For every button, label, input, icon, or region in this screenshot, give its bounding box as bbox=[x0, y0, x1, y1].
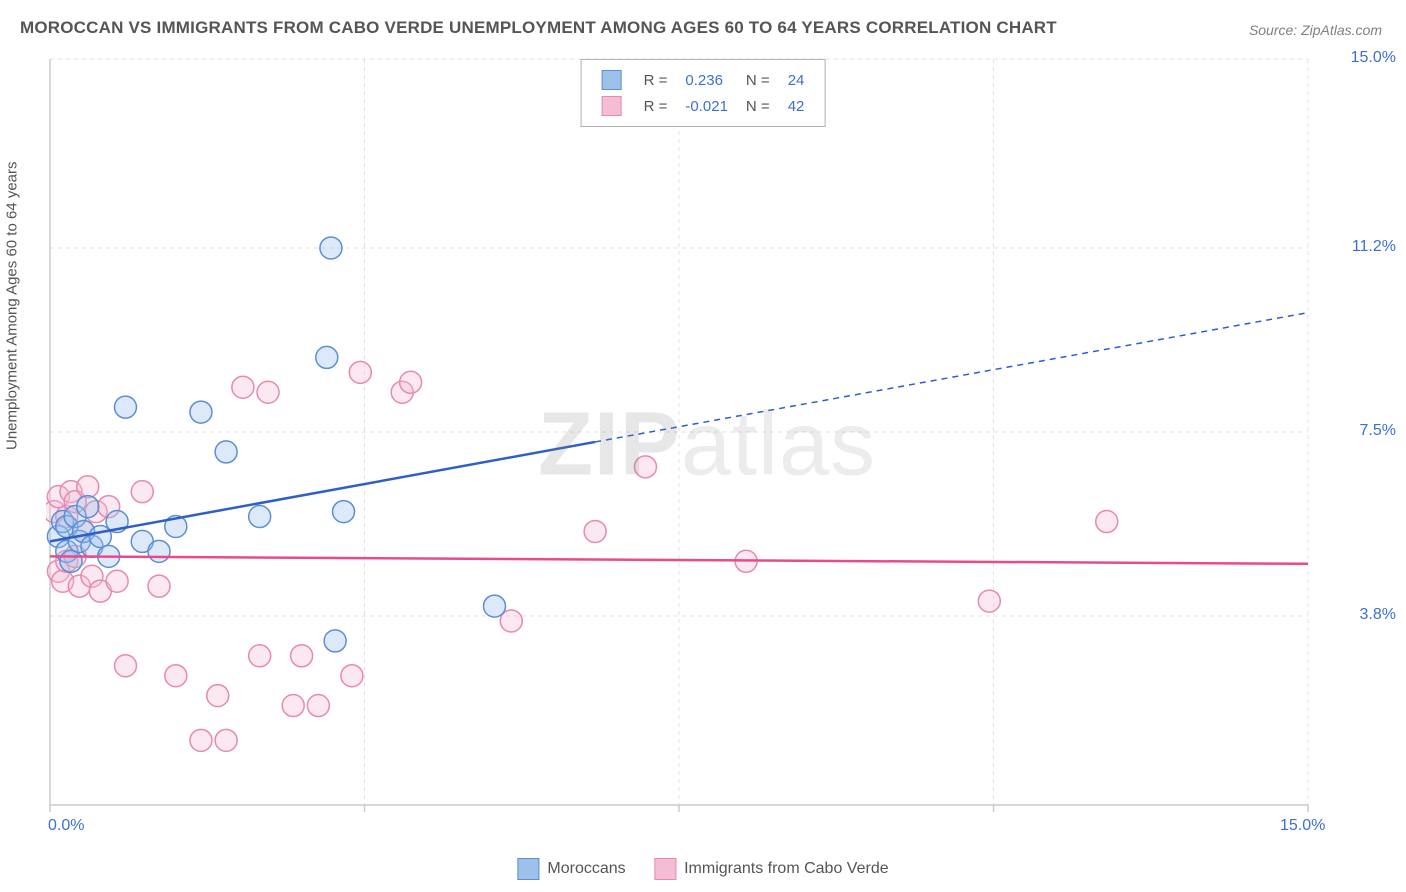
legend-row-series-1: R = 0.236 N = 24 bbox=[594, 68, 813, 92]
swatch-series-2 bbox=[654, 858, 676, 880]
correlation-legend: R = 0.236 N = 24 R = -0.021 N = 42 bbox=[581, 59, 826, 127]
y-axis-tick-2: 11.2% bbox=[1352, 238, 1396, 256]
n-value-series-2: 42 bbox=[780, 94, 813, 118]
swatch-series-1 bbox=[517, 858, 539, 880]
r-value-series-1: 0.236 bbox=[677, 68, 736, 92]
swatch-series-2 bbox=[602, 96, 622, 116]
scatter-chart-svg bbox=[46, 55, 1368, 835]
chart-title: MOROCCAN VS IMMIGRANTS FROM CABO VERDE U… bbox=[20, 18, 1057, 38]
x-axis-tick-min: 0.0% bbox=[48, 817, 84, 835]
n-label: N = bbox=[738, 94, 778, 118]
r-label: R = bbox=[636, 68, 676, 92]
swatch-series-1 bbox=[602, 70, 622, 90]
y-axis-label: Unemployment Among Ages 60 to 64 years bbox=[4, 161, 21, 450]
r-value-series-2: -0.021 bbox=[677, 94, 736, 118]
y-axis-tick-0: 3.8% bbox=[1360, 606, 1396, 624]
n-label: N = bbox=[738, 68, 778, 92]
y-axis-tick-3: 15.0% bbox=[1351, 49, 1396, 67]
n-value-series-1: 24 bbox=[780, 68, 813, 92]
legend-label-series-2: Immigrants from Cabo Verde bbox=[684, 860, 889, 878]
series-legend: Moroccans Immigrants from Cabo Verde bbox=[505, 858, 900, 885]
legend-row-series-2: R = -0.021 N = 42 bbox=[594, 94, 813, 118]
y-axis-tick-1: 7.5% bbox=[1360, 422, 1396, 440]
legend-label-series-1: Moroccans bbox=[547, 860, 625, 878]
plot-area: ZIPatlas bbox=[46, 55, 1368, 835]
x-axis-tick-max: 15.0% bbox=[1280, 817, 1325, 835]
legend-item-series-1: Moroccans bbox=[517, 858, 625, 880]
source-attribution: Source: ZipAtlas.com bbox=[1249, 22, 1382, 38]
r-label: R = bbox=[636, 94, 676, 118]
legend-item-series-2: Immigrants from Cabo Verde bbox=[654, 858, 889, 880]
